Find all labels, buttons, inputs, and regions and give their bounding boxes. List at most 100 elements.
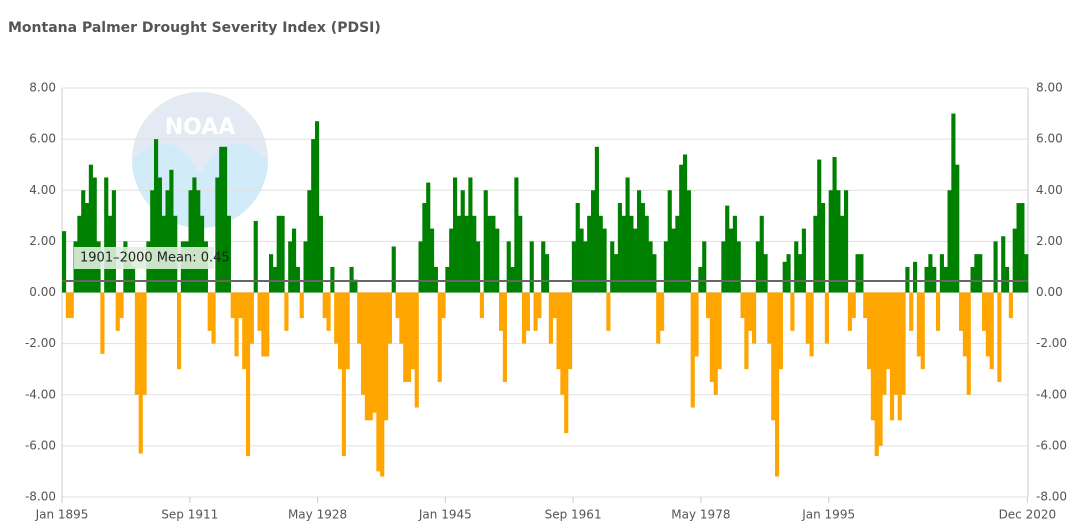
bar xyxy=(855,254,860,293)
bar xyxy=(192,177,197,293)
bar xyxy=(154,139,159,293)
bar xyxy=(364,292,369,421)
bar xyxy=(445,266,450,293)
bar xyxy=(694,292,699,357)
bar xyxy=(890,292,895,421)
bar xyxy=(982,292,987,331)
bar xyxy=(905,266,910,293)
bar xyxy=(468,177,473,293)
bar xyxy=(410,292,415,370)
bar xyxy=(656,292,661,344)
bar xyxy=(414,292,419,408)
bar xyxy=(1001,236,1006,293)
y2-tick-label: -6.00 xyxy=(1036,438,1067,452)
bar xyxy=(453,177,458,293)
bar xyxy=(223,146,228,293)
bar xyxy=(974,254,979,293)
bar xyxy=(380,292,385,477)
bar xyxy=(909,292,914,331)
bar xyxy=(901,292,906,395)
bar xyxy=(709,292,714,382)
bar xyxy=(962,292,967,357)
bar xyxy=(936,292,941,331)
bar xyxy=(372,292,377,413)
bar xyxy=(403,292,408,382)
bar xyxy=(349,266,354,293)
y-tick-label: -6.00 xyxy=(25,438,56,452)
bar xyxy=(928,254,933,293)
x-tick-label: Jan 1995 xyxy=(801,508,855,522)
chart-title: Montana Palmer Drought Severity Index (P… xyxy=(8,20,381,36)
bar xyxy=(798,254,803,293)
bar xyxy=(246,292,251,457)
bar xyxy=(238,292,243,319)
bar xyxy=(920,292,925,370)
bar xyxy=(177,292,182,370)
bar xyxy=(449,228,454,293)
bar xyxy=(303,241,308,293)
bar xyxy=(951,113,956,293)
bar xyxy=(272,266,277,293)
bar xyxy=(288,241,293,293)
bar xyxy=(338,292,343,370)
bar xyxy=(870,292,875,421)
bar xyxy=(805,292,810,344)
bar xyxy=(249,292,254,344)
bar xyxy=(104,177,109,293)
bar xyxy=(594,146,599,293)
bar xyxy=(1020,203,1025,293)
bar xyxy=(119,292,124,319)
bar xyxy=(456,215,461,293)
bar xyxy=(568,292,573,370)
bar xyxy=(648,241,653,293)
bar xyxy=(859,254,864,293)
x-tick-label: Jan 1895 xyxy=(35,508,89,522)
bar xyxy=(311,139,316,293)
bar xyxy=(127,254,132,293)
bar xyxy=(564,292,569,434)
bar xyxy=(265,292,270,357)
bar xyxy=(736,241,741,293)
bar xyxy=(690,292,695,408)
bar xyxy=(269,254,274,293)
bar xyxy=(683,154,688,293)
bar xyxy=(169,169,174,293)
bar xyxy=(242,292,247,370)
y2-tick-label: -4.00 xyxy=(1036,387,1067,401)
bar xyxy=(882,292,887,395)
bar xyxy=(989,292,994,370)
bar xyxy=(759,215,764,293)
x-tick-label: Dec 2020 xyxy=(999,508,1057,522)
bar xyxy=(606,292,611,331)
x-tick-label: Jan 1945 xyxy=(418,508,472,522)
bar xyxy=(614,254,619,293)
bar xyxy=(913,261,918,293)
y-tick-label: 2.00 xyxy=(29,234,56,248)
bar xyxy=(916,292,921,357)
bar xyxy=(384,292,389,421)
bar xyxy=(663,241,668,293)
bar xyxy=(840,215,845,293)
bar xyxy=(341,292,346,457)
bar xyxy=(943,266,948,293)
bar xyxy=(506,241,511,293)
bar xyxy=(767,292,772,344)
bar xyxy=(725,205,730,293)
bar xyxy=(886,292,891,370)
bar xyxy=(529,241,534,293)
bar xyxy=(261,292,266,357)
bar xyxy=(556,292,561,370)
bar xyxy=(92,177,97,293)
bar xyxy=(280,215,285,293)
bar xyxy=(786,254,791,293)
bar xyxy=(583,241,588,293)
bar xyxy=(748,292,753,331)
bar xyxy=(399,292,404,344)
bar xyxy=(824,292,829,344)
bar xyxy=(993,241,998,293)
bar xyxy=(679,164,684,293)
bar xyxy=(897,292,902,421)
bar xyxy=(652,254,657,293)
bar xyxy=(88,164,93,293)
bar xyxy=(610,241,615,293)
